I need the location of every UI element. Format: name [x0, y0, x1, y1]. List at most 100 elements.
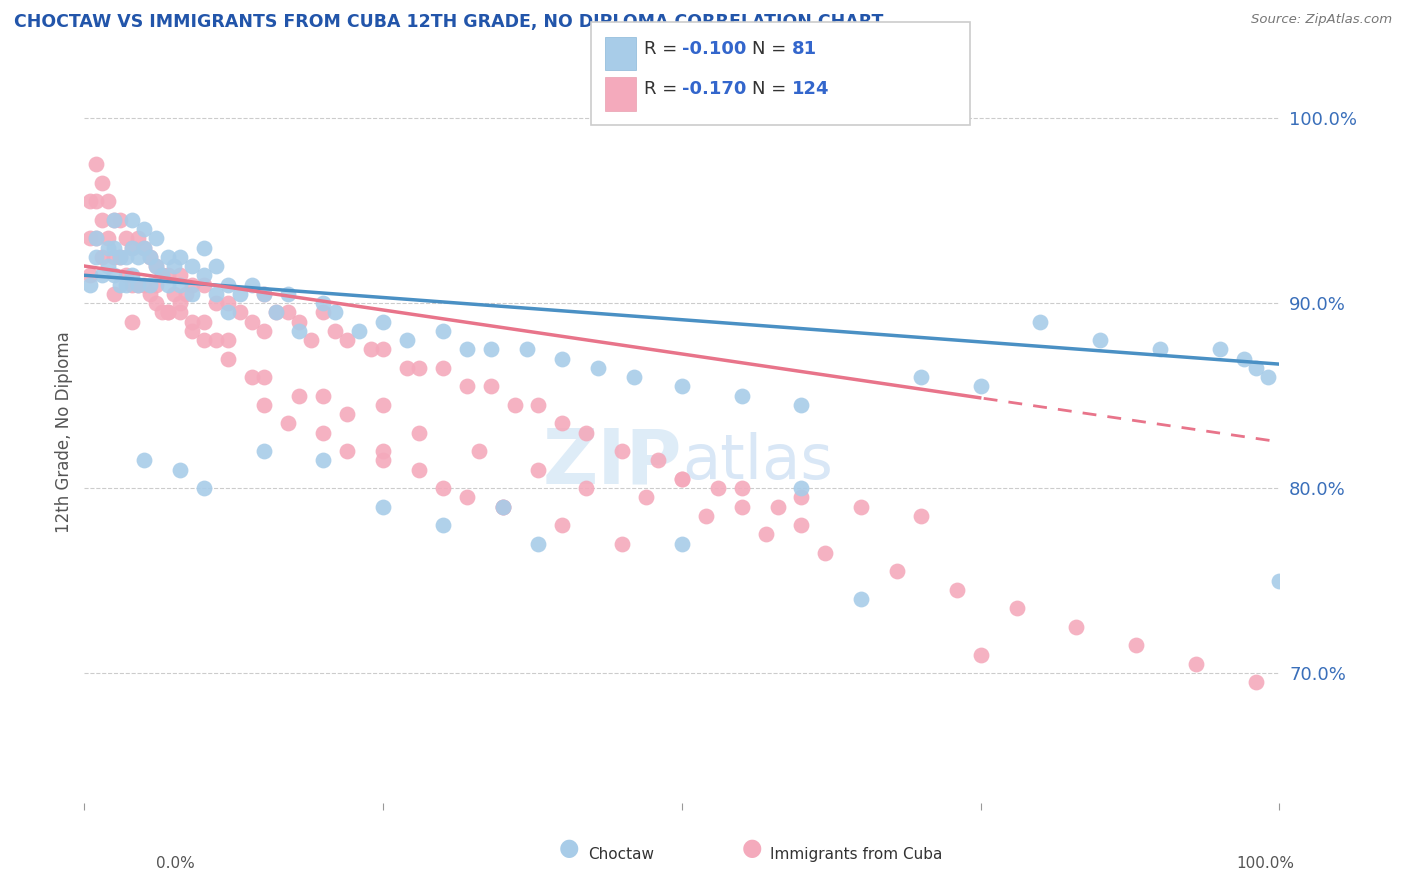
Point	[636, 491, 658, 505]
Point	[910, 370, 932, 384]
Point	[408, 462, 430, 476]
Point	[157, 305, 180, 319]
Point	[86, 250, 108, 264]
Point	[121, 240, 143, 254]
Point	[1257, 370, 1279, 384]
Point	[205, 286, 228, 301]
Point	[312, 305, 335, 319]
Point	[115, 231, 138, 245]
Point	[1066, 620, 1088, 634]
Point	[790, 491, 813, 505]
Point	[79, 231, 101, 245]
Point	[145, 259, 167, 273]
Point	[373, 500, 395, 514]
Point	[456, 343, 478, 357]
Point	[132, 240, 156, 254]
Point	[492, 500, 515, 514]
Point	[169, 296, 191, 310]
Point	[468, 444, 491, 458]
Point	[264, 305, 287, 319]
Point	[671, 472, 693, 486]
Point	[217, 277, 239, 292]
Point	[1005, 601, 1028, 615]
Point	[193, 481, 215, 495]
Point	[86, 157, 108, 171]
Point	[121, 314, 143, 328]
Point	[253, 370, 276, 384]
Point	[97, 194, 120, 209]
Point	[110, 277, 132, 292]
Point	[240, 277, 263, 292]
Point	[193, 314, 215, 328]
Point	[253, 398, 276, 412]
Point	[193, 333, 215, 347]
Point	[277, 417, 299, 431]
Point	[325, 305, 347, 319]
Point	[432, 518, 454, 533]
Point	[103, 250, 125, 264]
Point	[647, 453, 669, 467]
Point	[91, 268, 114, 283]
Point	[181, 277, 204, 292]
Point	[373, 343, 395, 357]
Point	[1149, 343, 1171, 357]
Point	[1233, 351, 1256, 366]
Point	[121, 212, 143, 227]
Point	[277, 286, 299, 301]
Text: R =: R =	[644, 40, 683, 58]
Point	[157, 250, 180, 264]
Point	[492, 500, 515, 514]
Point	[1125, 639, 1147, 653]
Point	[575, 425, 598, 440]
Point	[169, 462, 191, 476]
Point	[174, 286, 197, 301]
Point	[373, 444, 395, 458]
Point	[910, 508, 932, 523]
Point	[86, 231, 108, 245]
Point	[127, 231, 149, 245]
Point	[1244, 360, 1267, 375]
Point	[336, 333, 359, 347]
Point	[157, 305, 180, 319]
Point	[671, 536, 693, 550]
Point	[169, 268, 191, 283]
Point	[1185, 657, 1208, 671]
Point	[349, 324, 371, 338]
Point	[169, 250, 191, 264]
Point	[671, 472, 693, 486]
Text: ●: ●	[560, 836, 579, 860]
Point	[217, 305, 239, 319]
Point	[373, 314, 395, 328]
Text: CHOCTAW VS IMMIGRANTS FROM CUBA 12TH GRADE, NO DIPLOMA CORRELATION CHART: CHOCTAW VS IMMIGRANTS FROM CUBA 12TH GRA…	[14, 13, 883, 31]
Point	[301, 333, 323, 347]
Point	[115, 277, 138, 292]
Point	[886, 565, 908, 579]
Text: ●: ●	[742, 836, 762, 860]
Point	[229, 305, 252, 319]
Point	[115, 268, 138, 283]
Point	[288, 388, 311, 402]
Point	[527, 536, 550, 550]
Point	[527, 462, 550, 476]
Point	[790, 518, 813, 533]
Point	[145, 259, 167, 273]
Point	[790, 398, 813, 412]
Point	[217, 351, 239, 366]
Text: R =: R =	[644, 80, 683, 98]
Point	[150, 268, 173, 283]
Point	[970, 648, 993, 662]
Point	[110, 250, 132, 264]
Point	[408, 360, 430, 375]
Point	[205, 259, 228, 273]
Point	[103, 286, 125, 301]
Point	[132, 277, 156, 292]
Point	[150, 268, 173, 283]
Point	[121, 268, 143, 283]
Point	[503, 398, 526, 412]
Point	[127, 277, 149, 292]
Point	[240, 314, 263, 328]
Point	[312, 388, 335, 402]
Point	[360, 343, 382, 357]
Point	[814, 546, 837, 560]
Point	[492, 500, 515, 514]
